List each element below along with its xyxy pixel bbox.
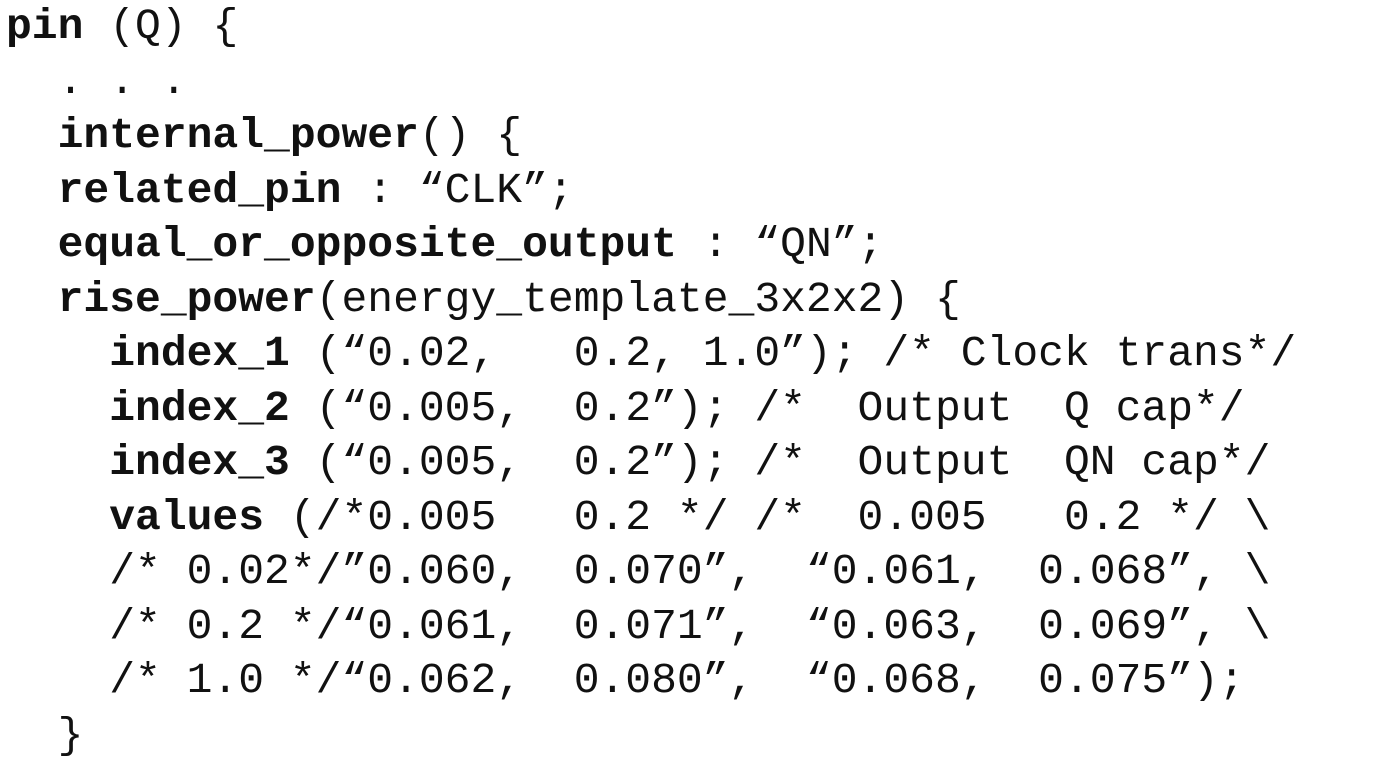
indent <box>6 493 109 542</box>
code-line-values-row-1: /* 0.02*/”0.060, 0.070”, “0.061, 0.068”,… <box>6 545 1296 600</box>
keyword-values: values <box>109 493 264 542</box>
indent <box>6 711 58 760</box>
keyword-equal-or-opposite-output: equal_or_opposite_output <box>58 220 677 269</box>
code-text: /* 0.02*/”0.060, 0.070”, “0.061, 0.068”,… <box>109 547 1270 596</box>
keyword-related-pin: related_pin <box>58 166 342 215</box>
code-text: (“0.005, 0.2”); /* Output QN cap*/ <box>290 438 1271 487</box>
indent <box>6 220 58 269</box>
code-text: (/*0.005 0.2 */ /* 0.005 0.2 */ \ <box>264 493 1270 542</box>
indent <box>6 602 109 651</box>
code-line-values-row-3: /* 1.0 */“0.062, 0.080”, “0.068, 0.075”)… <box>6 654 1296 709</box>
code-line-internal-power: internal_power() { <box>6 109 1296 164</box>
code-line-rise-power: rise_power(energy_template_3x2x2) { <box>6 273 1296 328</box>
keyword-index-1: index_1 <box>109 329 290 378</box>
keyword-index-2: index_2 <box>109 384 290 433</box>
keyword-pin: pin <box>6 2 83 51</box>
indent <box>6 438 109 487</box>
code-line-index-1: index_1 (“0.02, 0.2, 1.0”); /* Clock tra… <box>6 327 1296 382</box>
keyword-internal-power: internal_power <box>58 111 419 160</box>
code-text: (energy_template_3x2x2) { <box>316 275 961 324</box>
indent <box>6 656 109 705</box>
indent <box>6 329 109 378</box>
ellipsis-text: . . . <box>58 57 187 106</box>
code-line-closing-brace: } <box>6 709 1296 763</box>
indent <box>6 547 109 596</box>
code-text: /* 1.0 */“0.062, 0.080”, “0.068, 0.075”)… <box>109 656 1244 705</box>
code-line-equal-or-opposite-output: equal_or_opposite_output : “QN”; <box>6 218 1296 273</box>
code-text: /* 0.2 */“0.061, 0.071”, “0.063, 0.069”,… <box>109 602 1270 651</box>
code-text: : “CLK”; <box>341 166 573 215</box>
indent <box>6 384 109 433</box>
code-line-ellipsis: . . . <box>6 55 1296 110</box>
code-line-related-pin: related_pin : “CLK”; <box>6 164 1296 219</box>
indent <box>6 166 58 215</box>
indent <box>6 111 58 160</box>
closing-brace: } <box>58 711 84 760</box>
code-line-pin: pin (Q) { <box>6 0 1296 55</box>
code-line-values: values (/*0.005 0.2 */ /* 0.005 0.2 */ \ <box>6 491 1296 546</box>
code-text: (“0.02, 0.2, 1.0”); /* Clock trans*/ <box>290 329 1296 378</box>
code-text: : “QN”; <box>677 220 883 269</box>
keyword-index-3: index_3 <box>109 438 290 487</box>
indent <box>6 57 58 106</box>
indent <box>6 275 58 324</box>
code-text: (“0.005, 0.2”); /* Output Q cap*/ <box>290 384 1245 433</box>
code-text: (Q) { <box>83 2 238 51</box>
code-line-index-2: index_2 (“0.005, 0.2”); /* Output Q cap*… <box>6 382 1296 437</box>
code-text: () { <box>419 111 522 160</box>
code-listing: pin (Q) { . . . internal_power() { relat… <box>6 0 1296 763</box>
code-line-values-row-2: /* 0.2 */“0.061, 0.071”, “0.063, 0.069”,… <box>6 600 1296 655</box>
keyword-rise-power: rise_power <box>58 275 316 324</box>
code-line-index-3: index_3 (“0.005, 0.2”); /* Output QN cap… <box>6 436 1296 491</box>
